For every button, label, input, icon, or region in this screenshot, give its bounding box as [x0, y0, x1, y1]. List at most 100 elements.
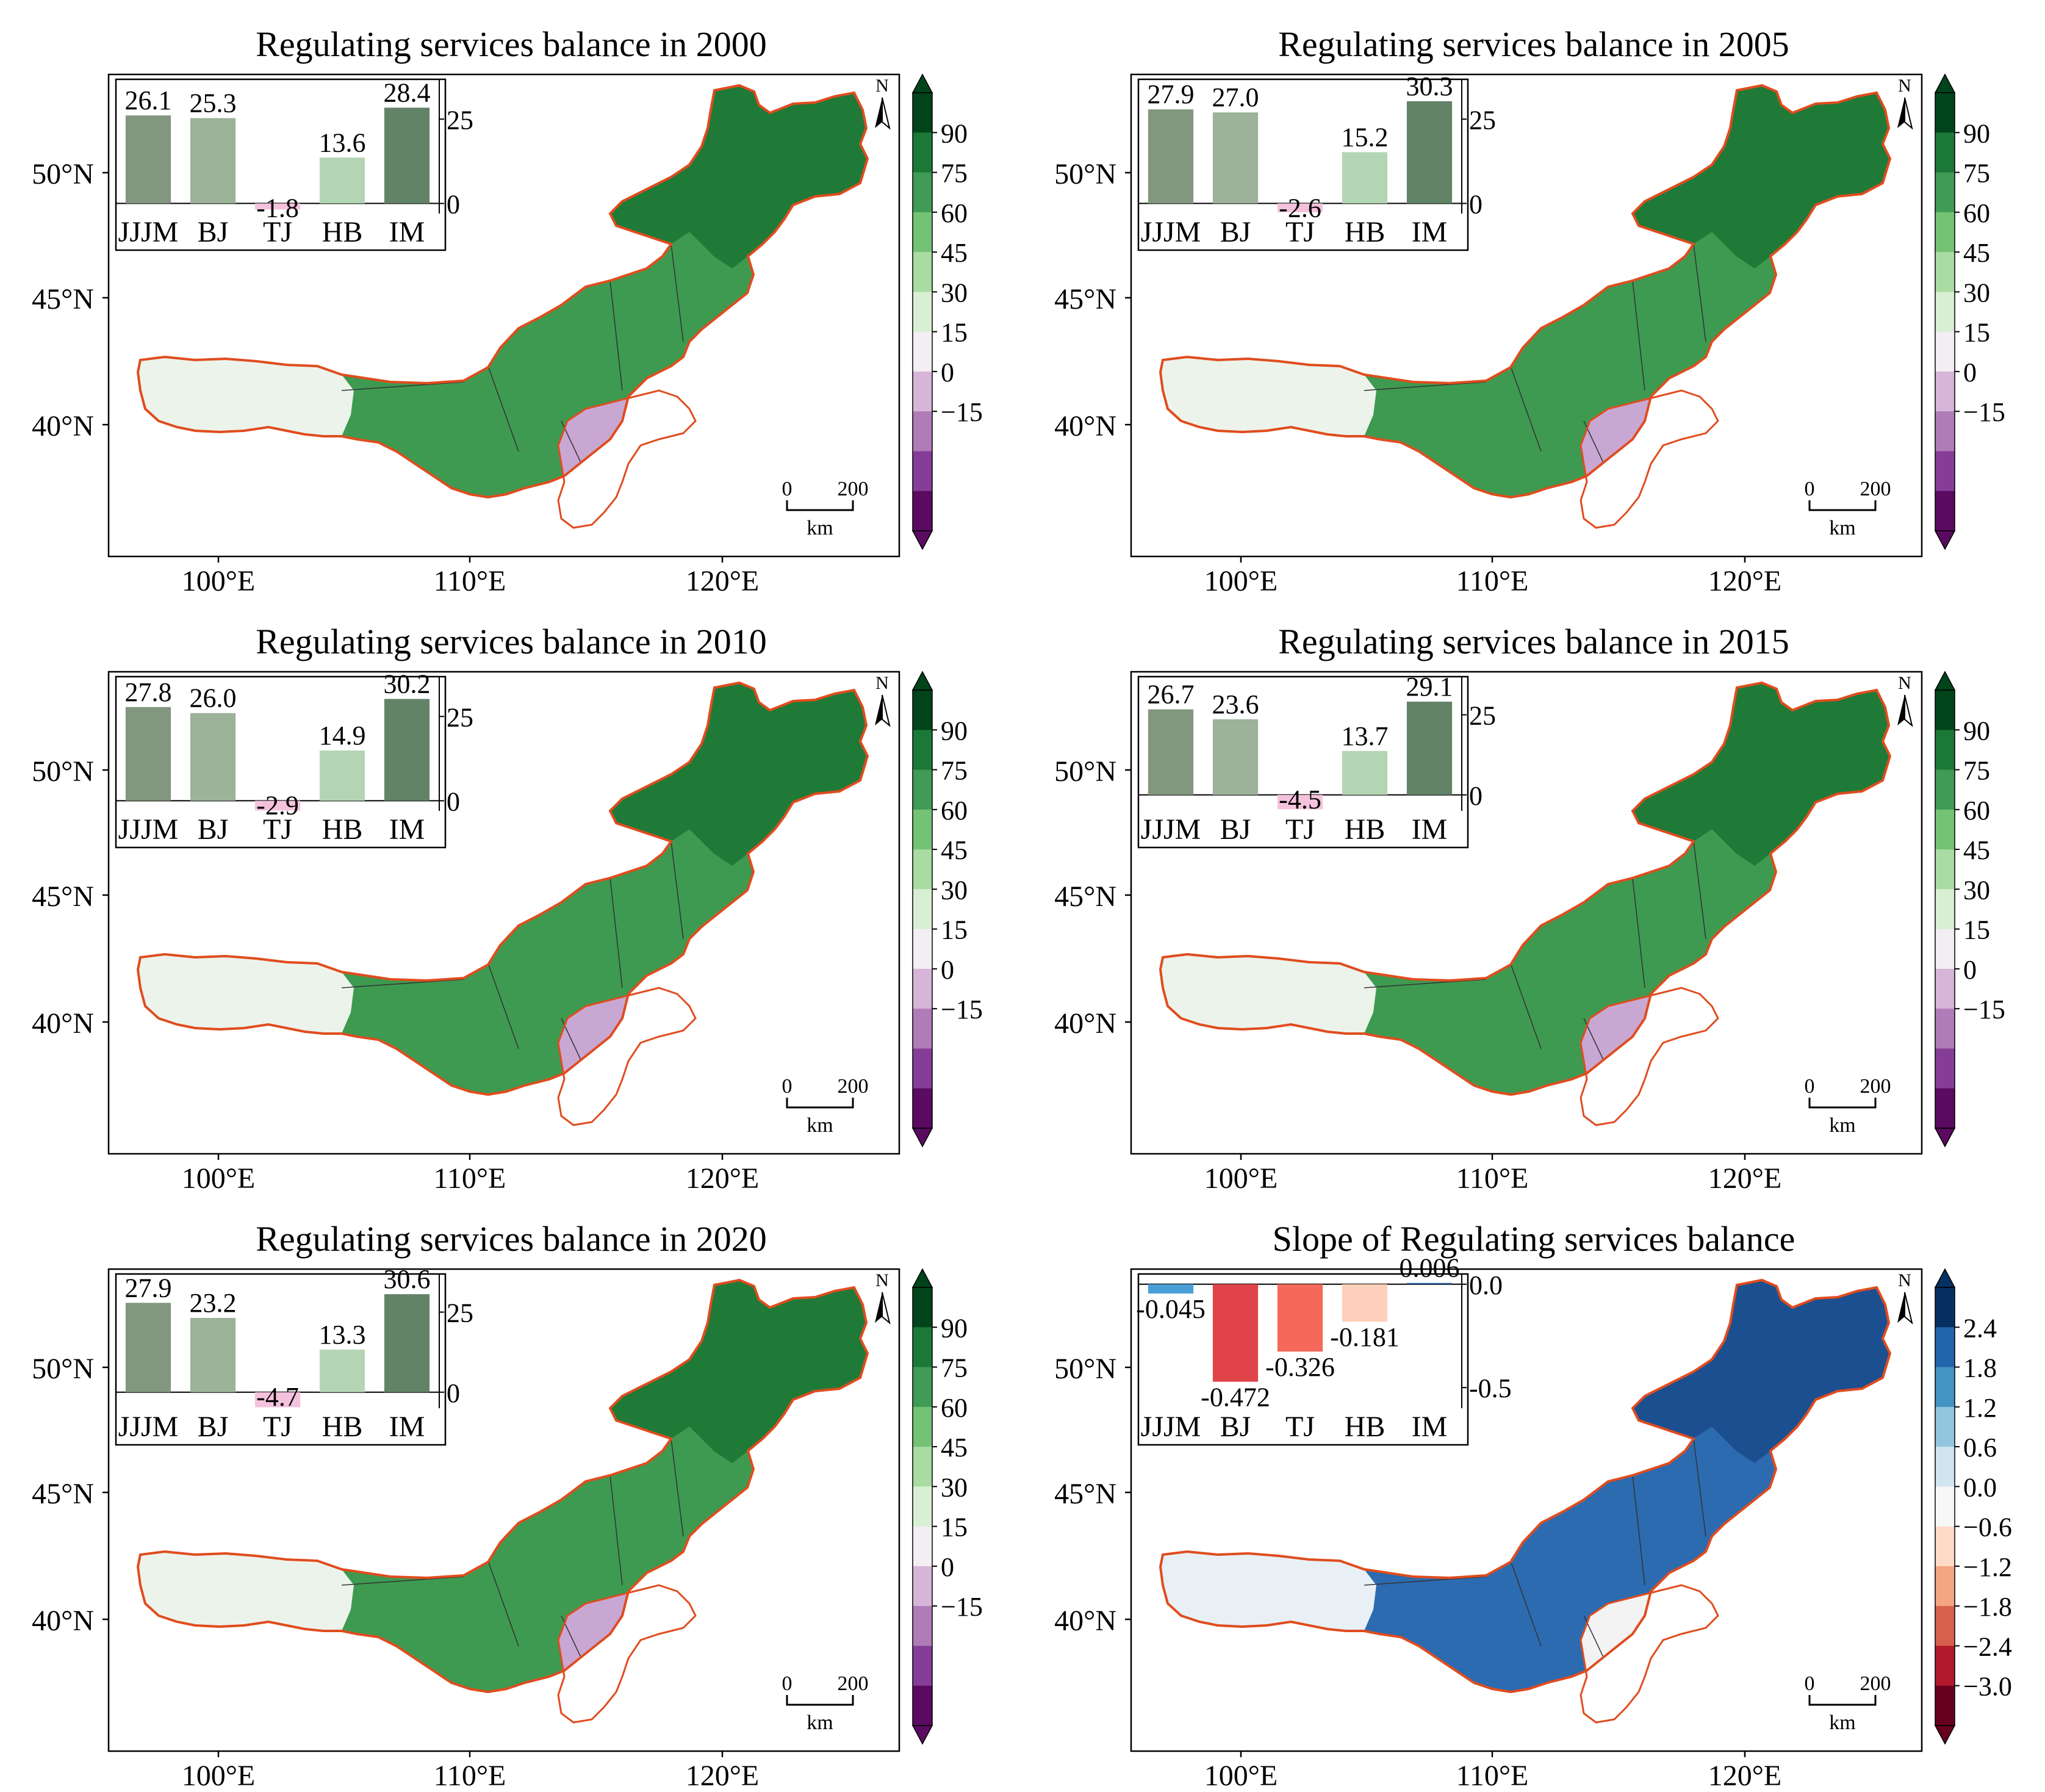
colorbar-segment	[913, 1088, 932, 1129]
admin-boundary	[487, 1560, 519, 1647]
colorbar-tick-label: 0	[941, 358, 954, 387]
colorbar-segment	[1935, 491, 1955, 531]
colorbar-segment	[913, 1048, 932, 1089]
inset-value-label: -2.9	[256, 790, 299, 820]
colorbar-tick-label: 60	[941, 796, 968, 826]
colorbar-segment	[1935, 1646, 1955, 1686]
scale-bar	[1808, 1695, 1877, 1706]
inset-value-label: 27.0	[1212, 82, 1259, 112]
inset-value-label: 30.3	[1406, 71, 1453, 101]
colorbar-segment	[913, 451, 932, 492]
colorbar-segment	[1935, 1406, 1955, 1447]
latitude-label: 50°N	[1054, 158, 1116, 190]
longitude-label: 100°E	[1204, 1162, 1278, 1195]
region-south-outline	[1580, 987, 1719, 1126]
north-arrow-icon	[1897, 1292, 1905, 1323]
inset-bar	[1277, 1284, 1323, 1352]
colorbar-segment	[913, 1526, 932, 1567]
colorbar-bottom-arrow	[911, 1725, 933, 1745]
north-arrow-icon	[882, 694, 891, 727]
latitude-label: 45°N	[1054, 283, 1116, 315]
inset-bar	[384, 699, 430, 801]
inset-bar	[319, 157, 365, 204]
north-arrow-icon	[875, 1292, 882, 1323]
colorbar-segment	[913, 212, 932, 253]
colorbar-segment	[913, 491, 932, 531]
region-south-outline	[557, 389, 697, 529]
admin-boundary	[1693, 1438, 1706, 1537]
scale-unit: km	[1829, 1114, 1855, 1137]
colorbar-tick-label: 60	[941, 1393, 968, 1423]
inset-category-label: HB	[1345, 813, 1385, 846]
longitude-label: 110°E	[1456, 1760, 1529, 1792]
colorbar-tick-label: −0.6	[1963, 1513, 2012, 1542]
colorbar-frame	[1935, 1287, 1955, 1726]
inset-value-label: -4.7	[256, 1382, 299, 1412]
inset-bar	[1148, 1284, 1194, 1294]
inset-bar	[1406, 101, 1453, 204]
colorbar-segment	[1935, 849, 1955, 890]
inset-bar	[125, 115, 171, 204]
colorbar-tick-label: 0.6	[1963, 1433, 1997, 1463]
colorbar-tick-label: 90	[1963, 118, 1990, 148]
colorbar-tick-label: 15	[941, 1513, 968, 1542]
colorbar-segment	[913, 1287, 932, 1328]
colorbar-tick-label: 90	[1963, 716, 1990, 746]
admin-boundary	[341, 979, 464, 988]
panel-title: Regulating services balance in 2020	[256, 1219, 767, 1259]
region-west	[138, 954, 354, 1034]
longitude-label: 110°E	[1456, 565, 1529, 597]
colorbar-segment	[1935, 1367, 1955, 1408]
latitude-label: 50°N	[32, 1353, 94, 1385]
colorbar-bottom-arrow	[1934, 530, 1956, 550]
latitude-label: 45°N	[1054, 880, 1116, 913]
inset-category-label: IM	[389, 216, 425, 248]
inset-bar	[1342, 1284, 1388, 1322]
colorbar-segment	[913, 849, 932, 890]
inset-bar	[254, 203, 301, 210]
inset-category-label: TJ	[1285, 216, 1315, 248]
north-arrow-icon	[1904, 97, 1913, 130]
admin-boundary	[1364, 381, 1487, 391]
admin-boundary	[1632, 1475, 1645, 1586]
latitude-label: 50°N	[32, 158, 94, 190]
scale-bar	[786, 1695, 854, 1706]
inset-category-label: BJ	[198, 1411, 229, 1443]
colorbar-bottom-arrow	[911, 1128, 933, 1148]
admin-boundary	[1364, 1576, 1487, 1586]
scale-zero: 0	[782, 1672, 792, 1695]
colorbar-segment	[913, 730, 932, 771]
colorbar-segment	[1935, 1447, 1955, 1487]
inset-bar	[1277, 203, 1323, 212]
admin-boundary	[487, 963, 519, 1049]
inset-value-label: 13.7	[1342, 721, 1389, 751]
colorbar-segment	[1935, 968, 1955, 1009]
colorbar-top-arrow	[911, 671, 933, 691]
colorbar-top-arrow	[911, 1268, 933, 1288]
latitude-label: 40°N	[32, 410, 94, 442]
colorbar-segment	[1935, 929, 1955, 970]
colorbar-segment	[913, 690, 932, 730]
map-panel-2010: Regulating services balance in 2010 50°N 4…	[0, 597, 1023, 1195]
colorbar-tick-label: 15	[1963, 915, 1990, 945]
colorbar-segment	[913, 1406, 932, 1447]
north-arrow-icon	[1897, 98, 1905, 128]
colorbar-segment	[1935, 451, 1955, 492]
region-west	[1160, 954, 1376, 1034]
colorbar-tick-label: −2.4	[1963, 1632, 2012, 1661]
inset-category-label: BJ	[1220, 216, 1251, 248]
colorbar-frame	[912, 92, 933, 531]
inset-value-label: 14.9	[319, 721, 366, 750]
colorbar-segment	[1935, 690, 1955, 730]
colorbar-tick-label: 90	[941, 1313, 968, 1343]
inset-category-label: JJJM	[118, 1411, 179, 1443]
admin-boundary	[1364, 979, 1487, 988]
scale-unit: km	[1829, 517, 1855, 539]
admin-boundary	[1510, 963, 1542, 1049]
region-northeast	[1633, 1280, 1890, 1463]
inset-bar	[1212, 112, 1259, 204]
admin-boundary	[609, 1475, 623, 1586]
colorbar-segment	[913, 1447, 932, 1487]
inset-bar	[1342, 750, 1388, 795]
colorbar-segment	[1935, 1486, 1955, 1527]
